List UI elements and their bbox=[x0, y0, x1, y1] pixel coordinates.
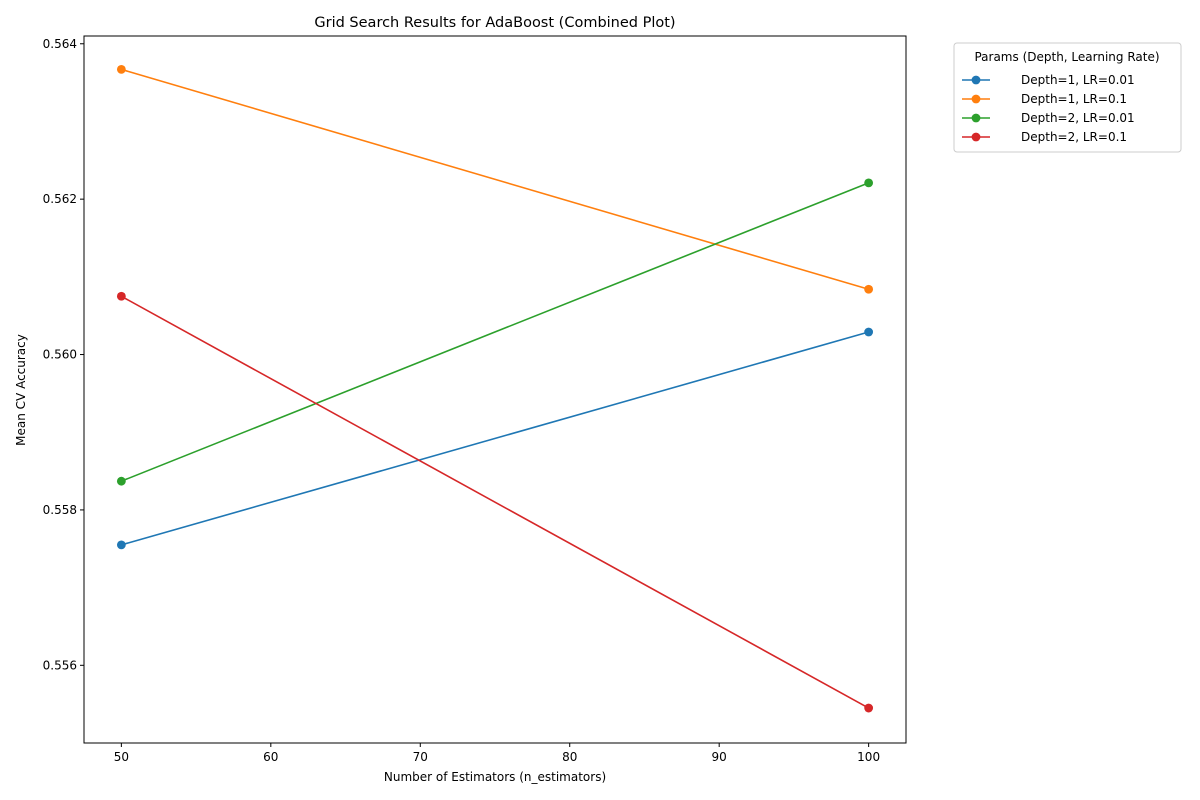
data-point bbox=[864, 703, 874, 713]
x-tick-label: 100 bbox=[857, 750, 880, 764]
legend-label: Depth=1, LR=0.1 bbox=[1021, 92, 1127, 106]
x-axis-title: Number of Estimators (n_estimators) bbox=[384, 770, 606, 784]
x-tick-label: 80 bbox=[562, 750, 577, 764]
x-axis-ticks: 50 60 70 80 90 100 bbox=[114, 743, 880, 764]
legend-label: Depth=2, LR=0.1 bbox=[1021, 130, 1127, 144]
series-line bbox=[121, 182, 869, 482]
y-tick-label: 0.562 bbox=[43, 192, 77, 206]
x-tick-label: 60 bbox=[263, 750, 278, 764]
chart-title: Grid Search Results for AdaBoost (Combin… bbox=[314, 15, 675, 31]
data-point bbox=[864, 178, 874, 188]
data-point bbox=[116, 540, 126, 550]
series-line bbox=[121, 68, 869, 291]
data-point bbox=[116, 291, 126, 301]
legend-label: Depth=2, LR=0.01 bbox=[1021, 111, 1135, 125]
data-point bbox=[116, 65, 126, 74]
series-markers bbox=[116, 65, 874, 713]
plot-frame bbox=[83, 35, 907, 744]
legend-marker bbox=[971, 75, 981, 85]
legend-label: Depth=1, LR=0.01 bbox=[1021, 73, 1135, 87]
legend-marker bbox=[971, 132, 981, 142]
legend-title: Params (Depth, Learning Rate) bbox=[974, 50, 1159, 64]
x-tick-label: 70 bbox=[413, 750, 428, 764]
y-tick-label: 0.564 bbox=[43, 37, 77, 51]
data-point bbox=[864, 284, 874, 294]
x-tick-label: 90 bbox=[712, 750, 727, 764]
x-tick-label: 50 bbox=[114, 750, 129, 764]
y-tick-label: 0.556 bbox=[43, 658, 77, 672]
data-point bbox=[116, 476, 126, 486]
y-axis-title: Mean CV Accuracy bbox=[14, 334, 28, 446]
y-tick-label: 0.558 bbox=[43, 503, 77, 517]
series-line bbox=[121, 331, 869, 546]
legend-frame bbox=[953, 42, 1182, 153]
y-axis-ticks: 0.556 0.558 0.560 0.562 0.564 bbox=[43, 37, 84, 672]
legend-marker bbox=[971, 94, 981, 104]
series-lines bbox=[120, 68, 870, 709]
legend-marker bbox=[971, 113, 981, 123]
plot-area: 50 60 70 80 90 100 0.556 0.558 0.560 0.562 0.564 bbox=[43, 35, 907, 764]
legend-items: Depth=1, LR=0.01 Depth=1, LR=0.1 Depth=2, … bbox=[962, 73, 1135, 144]
data-point bbox=[864, 327, 874, 337]
series-line bbox=[120, 295, 870, 709]
y-tick-label: 0.560 bbox=[43, 348, 77, 362]
legend: Params (Depth, Learning Rate) Depth=1, L… bbox=[953, 42, 1182, 153]
